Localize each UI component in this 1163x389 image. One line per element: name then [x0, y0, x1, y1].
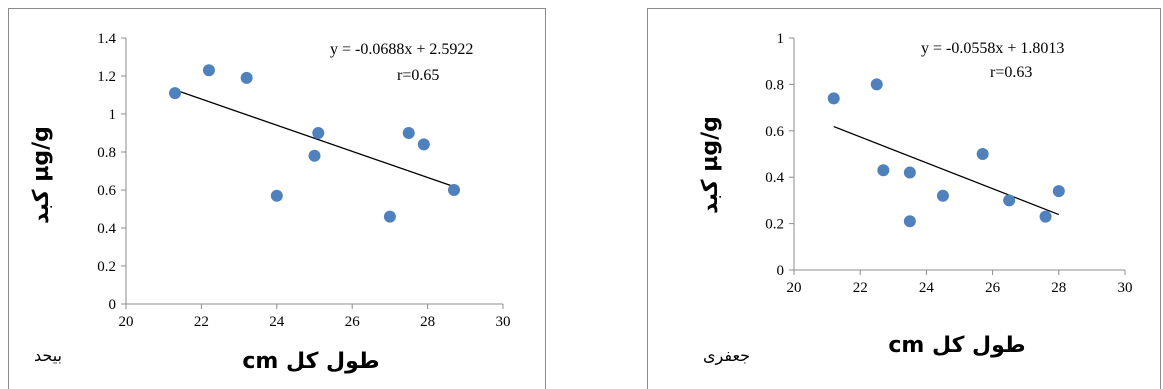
x-tick-label-right: 26: [985, 280, 1001, 296]
data-point-right: [827, 92, 840, 105]
y-tick-label-left: 1.4: [97, 31, 116, 47]
x-axis-label-right: طول کل cm: [888, 333, 1025, 358]
y-tick-label-right: 0.2: [765, 217, 784, 233]
data-point-right: [936, 189, 949, 202]
trend-line-left: [174, 89, 455, 188]
trend-line-right: [833, 125, 1060, 216]
y-tick-label-right: 0.8: [765, 77, 784, 93]
x-tick-label-right: 30: [1118, 280, 1133, 296]
data-point-right: [903, 215, 916, 228]
x-tick-label-left: 22: [194, 314, 209, 330]
data-point-left: [240, 71, 253, 84]
y-tick-label-left: 1: [109, 107, 117, 123]
x-tick-label-right: 22: [853, 280, 868, 296]
x-tick-label-left: 24: [269, 314, 285, 330]
x-tick-label-left: 30: [496, 314, 511, 330]
chart-frame-right: [647, 8, 1161, 389]
y-tick-label-right: 0.6: [765, 124, 784, 140]
axes-right: 0 0.2 0.4 0.6 0.8 1 20 22 24 26 28 30: [765, 31, 1132, 296]
scatter-chart-left: 0 0.2 0.4 0.6 0.8 1 1.2 1.4 20 22 24 26 28 30 y = -0.…: [29, 31, 511, 374]
data-point-left: [308, 149, 321, 162]
y-tick-label-left: 0: [109, 297, 117, 313]
data-point-right: [870, 78, 883, 91]
trendline-right: [833, 125, 1060, 216]
y-tick-label-left: 1.2: [97, 69, 116, 85]
r-label-left: r=0.65: [397, 67, 439, 84]
x-tick-label-left: 26: [345, 314, 361, 330]
y-axis-label-left: کبد µg/g: [29, 126, 54, 224]
y-tick-label-left: 0.2: [97, 259, 116, 275]
equation-label-left: y = -0.0688x + 2.5922: [330, 41, 473, 58]
x-axis-label-left: طول کل cm: [242, 349, 379, 374]
data-point-left: [312, 127, 325, 139]
x-tick-label-right: 28: [1051, 280, 1066, 296]
chart-panel-left: 0 0.2 0.4 0.6 0.8 1 1.2 1.4 20 22 24 26 28 30 y = -0.…: [0, 0, 546, 389]
x-tick-label-right: 24: [919, 280, 935, 296]
x-tick-label-left: 20: [119, 314, 134, 330]
data-point-right: [903, 166, 916, 179]
data-point-right: [1052, 185, 1065, 198]
y-tick-label-right: 1: [777, 31, 785, 47]
y-tick-label-right: 0.4: [765, 170, 784, 186]
chart-panel-right: 0 0.2 0.4 0.6 0.8 1 20 22 24 26 28 30 y = -0.0558x …: [645, 0, 1163, 389]
trendline-left: [174, 89, 455, 188]
y-tick-label-right: 0: [777, 263, 785, 279]
r-label-right: r=0.63: [990, 64, 1032, 81]
equation-label-right: y = -0.0558x + 1.8013: [921, 40, 1064, 57]
species-label-right: جعفری: [703, 346, 750, 366]
species-label-left: بيحد: [34, 346, 62, 365]
data-point-right: [877, 164, 890, 177]
y-tick-label-left: 0.4: [97, 221, 116, 237]
data-point-left: [383, 210, 396, 223]
points-left: [169, 64, 460, 223]
data-point-left: [417, 138, 430, 151]
data-point-left: [270, 189, 283, 202]
chart-frame-left: [8, 8, 546, 389]
axes-left: 0 0.2 0.4 0.6 0.8 1 1.2 1.4 20 22 24 26 28 30: [97, 31, 510, 330]
data-point-right: [976, 148, 989, 160]
scatter-chart-right: 0 0.2 0.4 0.6 0.8 1 20 22 24 26 28 30 y = -0.0558x …: [698, 31, 1133, 366]
data-point-right: [1039, 210, 1052, 223]
data-point-left: [402, 127, 415, 139]
data-point-right: [1003, 194, 1016, 207]
x-tick-label-right: 20: [787, 280, 802, 296]
y-tick-label-left: 0.8: [97, 145, 116, 161]
data-point-left: [202, 64, 215, 77]
points-right: [827, 78, 1065, 228]
data-point-left: [447, 184, 460, 196]
data-point-left: [169, 87, 182, 100]
y-tick-label-left: 0.6: [97, 183, 116, 199]
y-axis-label-right: کبد µg/g: [698, 116, 723, 214]
x-tick-label-left: 28: [420, 314, 435, 330]
